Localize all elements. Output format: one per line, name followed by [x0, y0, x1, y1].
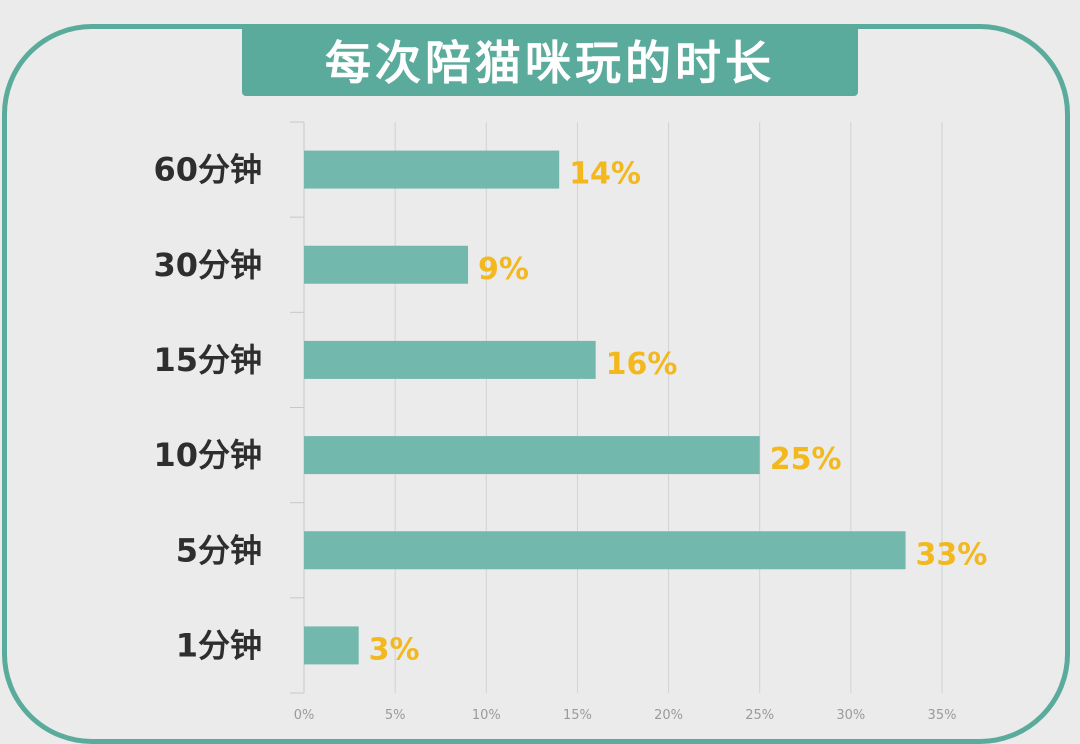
bar: [304, 626, 359, 665]
x-tick-label: 5%: [385, 708, 406, 723]
bar: [304, 245, 469, 284]
value-label: 16%: [606, 347, 678, 382]
value-label: 9%: [478, 252, 529, 287]
bar: [304, 340, 596, 379]
x-tick-label: 30%: [836, 708, 865, 723]
value-label: 25%: [770, 442, 842, 477]
value-label: 3%: [369, 632, 420, 667]
x-tick-labels: 0% 5% 10% 15% 20% 25% 30% 35%: [294, 708, 957, 723]
value-labels: 14% 9% 16% 25% 33% 3%: [369, 157, 988, 668]
chart-title: 每次陪猫咪玩的时长: [325, 36, 775, 90]
bars: [304, 150, 906, 665]
bar: [304, 150, 560, 189]
category-label: 15分钟: [153, 341, 262, 379]
grid-lines: [394, 122, 943, 693]
title-banner: 每次陪猫咪玩的时长: [242, 24, 858, 96]
x-tick-label: 15%: [563, 708, 592, 723]
chart-frame: [2, 24, 1070, 744]
value-label: 33%: [916, 537, 988, 572]
category-label: 1分钟: [176, 626, 262, 664]
y-axis: [290, 121, 305, 694]
value-label: 14%: [569, 157, 641, 192]
x-tick-label: 35%: [928, 708, 957, 723]
category-label: 10分钟: [153, 436, 262, 474]
category-label: 60分钟: [153, 151, 262, 189]
category-labels: 60分钟 30分钟 15分钟 10分钟 5分钟 1分钟: [153, 151, 262, 665]
bar: [304, 436, 760, 475]
x-tick-label: 10%: [472, 708, 501, 723]
x-tick-label: 20%: [654, 708, 683, 723]
category-label: 30分钟: [153, 246, 262, 284]
bar: [304, 531, 906, 570]
category-label: 5分钟: [176, 531, 262, 569]
x-tick-label: 0%: [294, 708, 315, 723]
x-tick-label: 25%: [745, 708, 774, 723]
